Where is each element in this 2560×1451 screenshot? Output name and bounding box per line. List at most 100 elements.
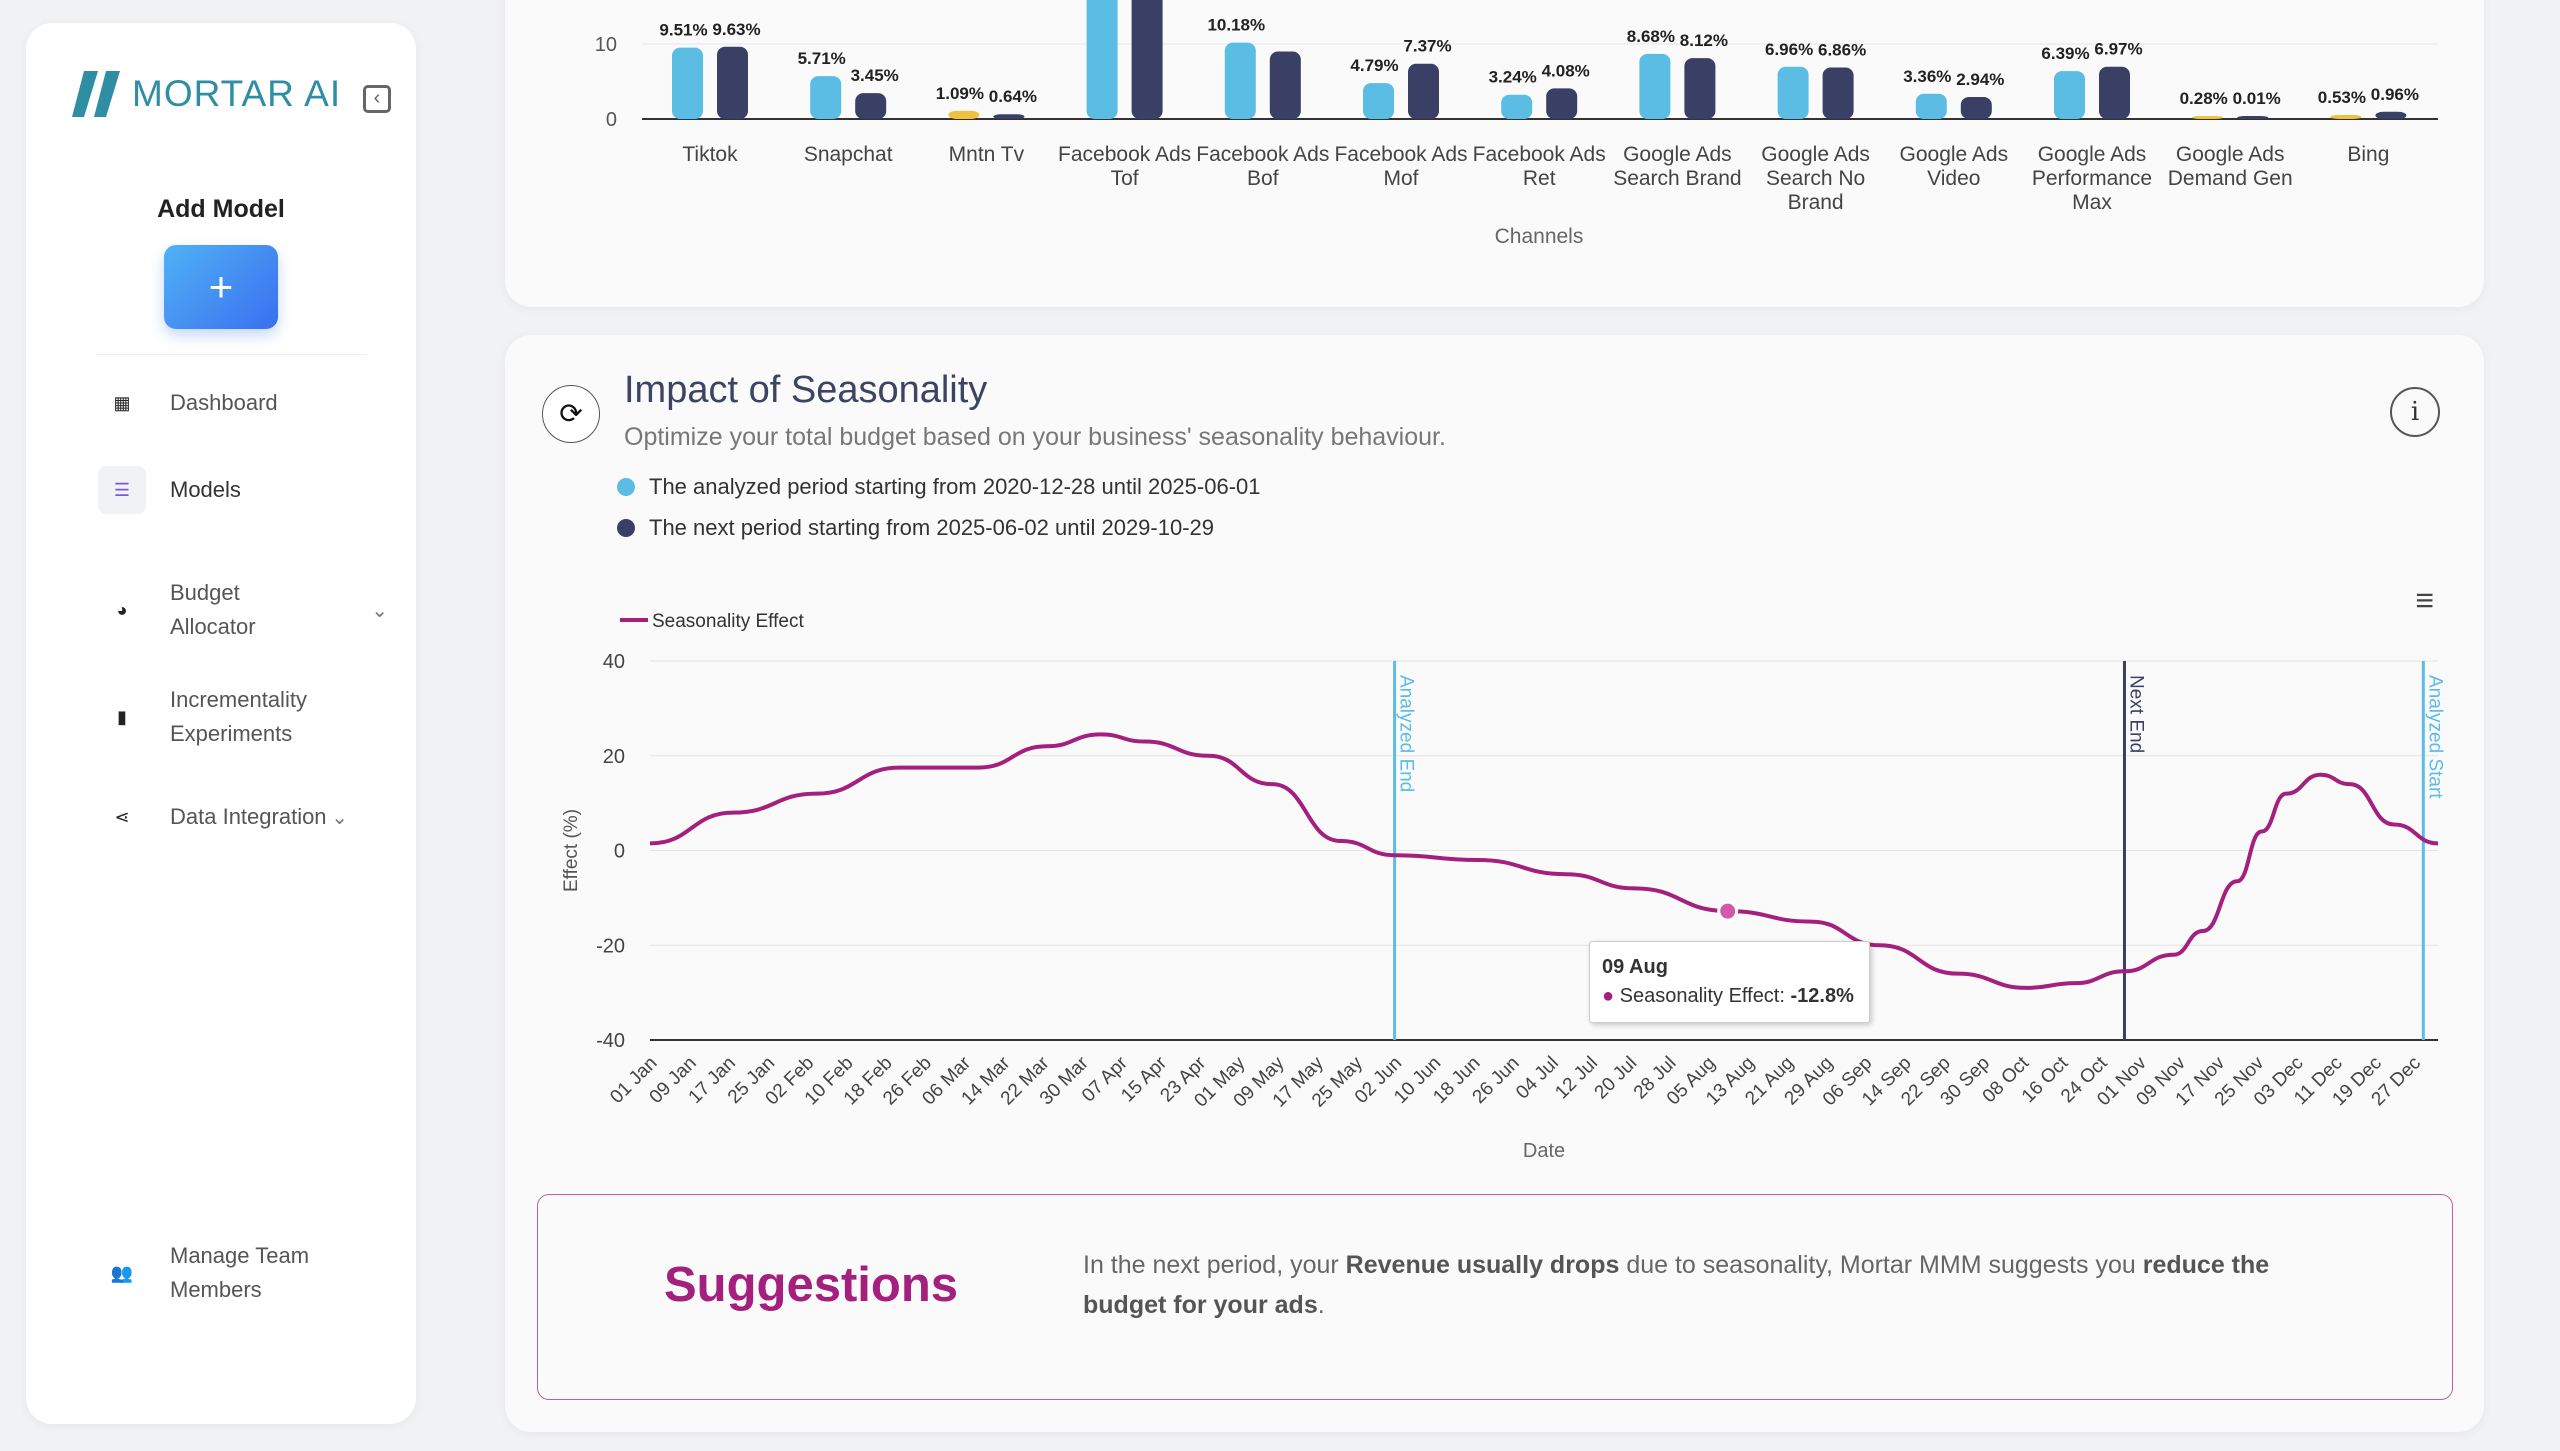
x-tick-label: Google Ads [1623,143,1732,166]
sidebar: MORTAR AI ‹ Add Model + ▦ Dashboard ☰ Mo… [26,23,416,1424]
data-label: 10.18% [1207,16,1265,35]
divider [96,354,366,355]
x-tick-label: Search No [1766,167,1865,190]
x-tick-label: Tof [1111,167,1139,190]
x-tick-label: Demand Gen [2168,167,2293,190]
refresh-icon: ⟳ [559,398,583,429]
y-tick-label: -40 [596,1030,625,1052]
next-period-legend: The next period starting from 2025-06-02… [617,515,1214,541]
text: due to seasonality, Mortar MMM suggests … [1619,1251,2143,1279]
logo-icon [72,71,120,117]
x-tick-label: 04 Jul [1512,1053,1563,1104]
bar [993,114,1025,119]
bar [1684,58,1716,119]
info-button[interactable]: i [2390,387,2440,437]
channel-contribution-card: 0 10 9.51% 9.63% Tiktok 5.71% 3.45% Snapchat 1.0… [505,0,2484,307]
sidebar-item-label: Dashboard [170,390,278,415]
data-label: 0.28% [2180,89,2228,108]
bar [810,76,842,119]
x-axis-title: Date [1523,1140,1565,1162]
y-tick-label: 40 [603,651,625,673]
share-icon: ⋖ [114,806,130,827]
sidebar-item-dashboard[interactable]: ▦ Dashboard [98,379,388,427]
sidebar-item-models[interactable]: ☰ Models [98,466,388,514]
sidebar-item-data-integration[interactable]: ⋖ Data Integration ⌄ [98,793,388,841]
bar [2237,116,2269,119]
x-tick-label: Facebook Ads [1196,143,1329,166]
chevron-down-icon[interactable]: ⌄ [331,806,348,829]
text: . [1317,1291,1325,1319]
data-label: 7.37% [1403,37,1451,56]
x-tick-label: Google Ads [1900,143,2009,166]
y-tick-label: 20 [603,746,625,768]
sidebar-item-incrementality-experiments[interactable]: ▮ Incrementality Experiments [98,683,388,751]
channel-bar-chart: 0 10 9.51% 9.63% Tiktok 5.71% 3.45% Snapchat 1.0… [595,0,2438,248]
bar [2375,111,2407,119]
data-label: 3.45% [851,66,899,85]
chevron-down-icon[interactable]: ⌄ [371,599,388,622]
bar [1546,88,1578,119]
suggestions-title: Suggestions [664,1258,959,1312]
y-tick-label: 0 [614,841,625,863]
section-subtitle: Optimize your total budget based on your… [624,423,1446,451]
data-label: 8.68% [1627,27,1675,46]
brand-logo[interactable]: MORTAR AI [72,71,341,117]
bar [1269,51,1301,119]
x-tick-label: Bof [1247,167,1279,190]
bar [672,47,703,119]
bar [1408,63,1439,119]
list-icon: ☰ [98,466,146,514]
hamburger-icon: ≡ [2415,582,2434,618]
bar [1086,0,1118,119]
add-model-button[interactable]: + [164,245,278,329]
legend-text: The analyzed period starting from 2020-1… [649,474,1261,499]
chart-menu-button[interactable]: ≡ [2415,582,2434,619]
sidebar-item-budget-allocator[interactable]: ◕ Budget Allocator ⌄ [98,576,388,644]
data-label: 6.39% [2041,44,2089,63]
bar [2192,116,2224,119]
seasonality-line-chart: Seasonality Effect 40 20 0 -20 -40 Effect (%) A… [561,611,2445,1162]
bar [1131,0,1163,119]
sidebar-item-label: Models [170,477,241,502]
data-label: 4.08% [1542,61,1590,80]
x-tick-label: Ret [1523,167,1556,190]
x-tick-label: Brand [1788,191,1844,214]
plot-line-label: Next End [2125,675,2146,753]
analyzed-period-legend: The analyzed period starting from 2020-1… [617,474,1261,500]
x-tick-label: Google Ads [2038,143,2147,166]
collapse-sidebar-button[interactable]: ‹ [363,85,391,113]
x-axis-title: Channels [1495,225,1584,248]
grid-icon: ▦ [113,392,131,413]
sidebar-item-label: Budget Allocator [170,580,256,639]
plot-line-label: Analyzed Start [2424,675,2445,799]
sidebar-item-label: Incrementality Experiments [170,687,307,746]
sidebar-item-manage-team-members[interactable]: 👥 Manage Team Members [98,1239,388,1307]
tooltip-date: 09 Aug [1602,956,1668,978]
x-tick-label: Mntn Tv [949,143,1025,166]
bar [1960,96,1992,119]
data-label: 6.86% [1818,41,1866,60]
legend-text: The next period starting from 2025-06-02… [649,515,1215,540]
y-tick-label: -20 [596,935,625,957]
data-label: 9.63% [712,20,760,39]
data-label: 3.24% [1489,68,1537,87]
x-tick-label: 12 Jul [1551,1053,1602,1104]
x-tick-label: Snapchat [804,143,893,166]
data-label: 0.96% [2371,85,2419,104]
x-tick-label: Facebook Ads [1334,143,1467,166]
team-icon: 👥 [110,1262,134,1283]
bar [1224,42,1256,119]
x-tick-label: Bing [2347,143,2389,166]
x-tick-label: Performance [2032,167,2152,190]
bar-chart-icon: ▮ [117,706,127,727]
bar [1822,67,1854,119]
x-tick-label: Facebook Ads [1473,143,1606,166]
seasonality-card: ⟳ Impact of Seasonality Optimize your to… [505,335,2484,1432]
data-label: 1.09% [936,84,984,103]
refresh-button[interactable]: ⟳ [542,385,600,443]
section-title: Impact of Seasonality [624,369,988,411]
sidebar-item-label: Manage Team Members [170,1243,310,1302]
bar [1915,93,1947,119]
data-label: 0.64% [989,87,1037,106]
add-model-label: Add Model [157,195,285,223]
